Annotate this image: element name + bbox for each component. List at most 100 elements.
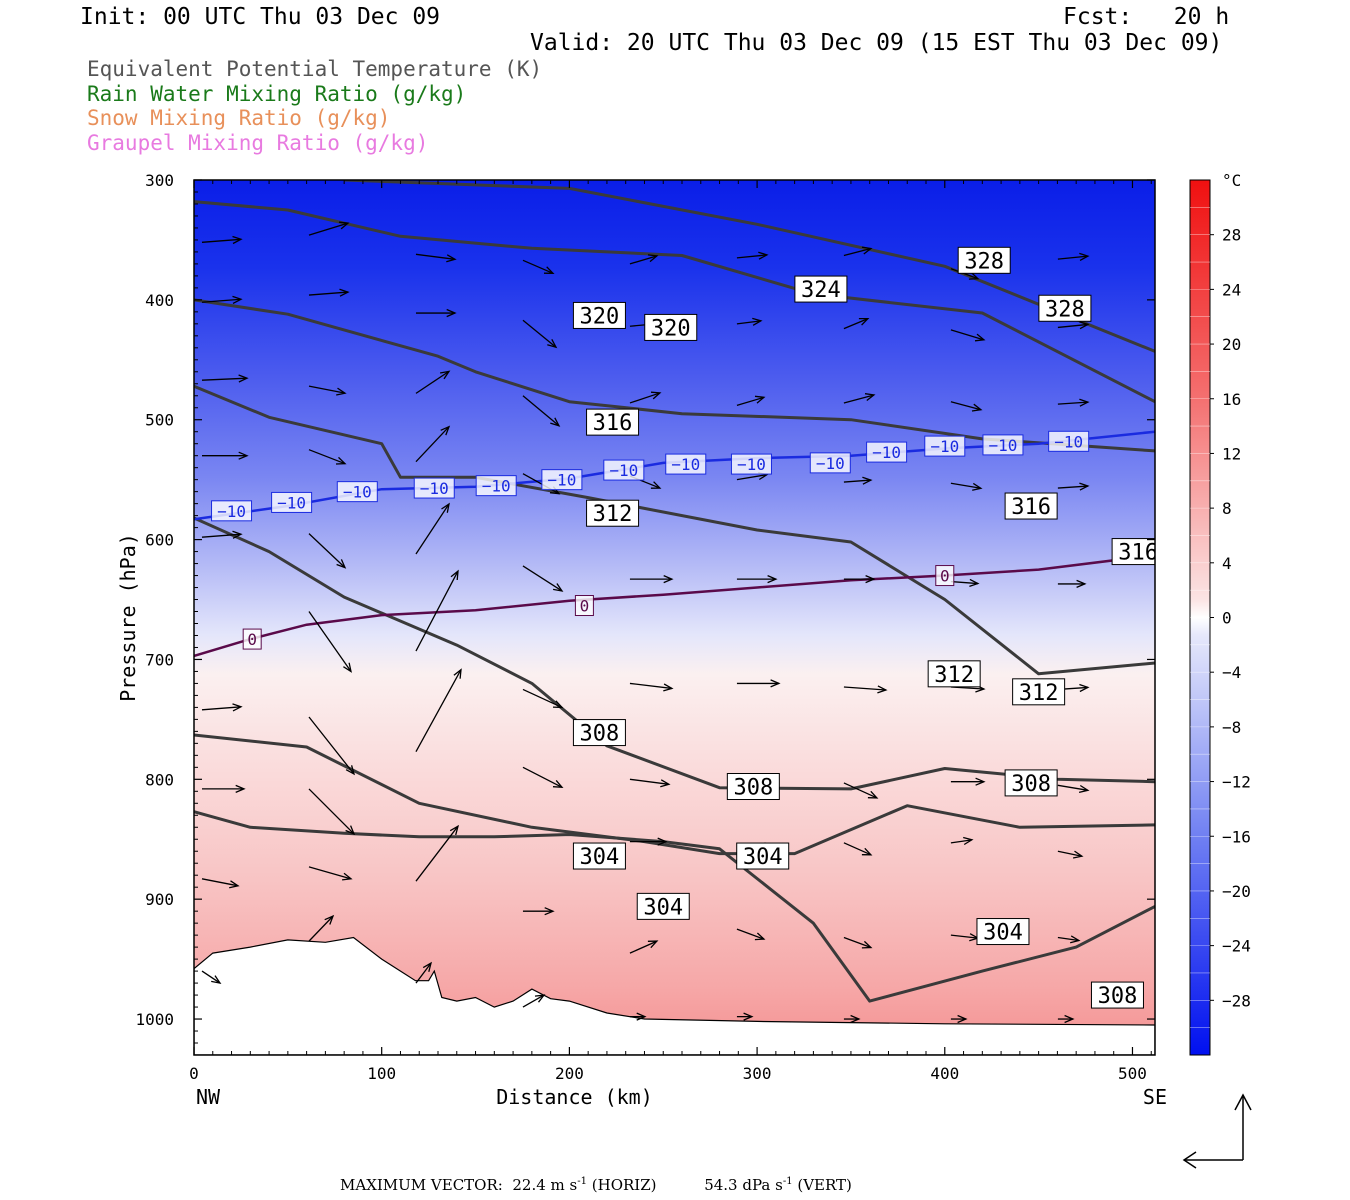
theta-e-label-text: 320 — [651, 316, 691, 341]
theta-e-label-box — [1090, 981, 1144, 1009]
wind-vector — [629, 575, 674, 584]
wind-vector-head — [440, 425, 451, 436]
wind-vector-shaft — [415, 962, 432, 984]
wind-vector-shaft — [736, 396, 765, 406]
wind-vector — [1057, 321, 1090, 330]
colorbar-tick-label: −12 — [1222, 773, 1251, 792]
theta-e-label-box — [1111, 538, 1155, 566]
x-tick-label: 400 — [930, 1064, 959, 1083]
theta-e-label: 328 — [957, 246, 1011, 274]
x-tick-label: 300 — [743, 1064, 772, 1083]
wind-vector — [1057, 398, 1090, 407]
wind-vector — [843, 936, 873, 949]
isotherm-label-box — [574, 595, 594, 617]
wind-vector — [308, 385, 347, 396]
wind-vector — [522, 994, 546, 1008]
wind-vector — [522, 319, 558, 349]
y-axis-title: Pressure (hPa) — [116, 533, 140, 702]
isotherm-label: 0 — [574, 595, 594, 617]
wind-vector-shaft — [522, 994, 545, 1008]
wind-vector — [308, 716, 356, 776]
wind-vector — [201, 878, 240, 889]
wind-vector-shaft — [308, 449, 346, 465]
wind-vector-head — [1070, 935, 1081, 944]
isotherm-label: −10 — [809, 452, 851, 474]
theta-e-label-box — [1012, 678, 1066, 706]
forecast-hour: Fcst: 20 h — [1063, 4, 1230, 30]
isotherm-label-box — [866, 441, 908, 463]
theta-e-label-box — [644, 313, 698, 341]
wind-vector — [415, 569, 459, 652]
theta-e-label: 312 — [1012, 678, 1066, 706]
wind-vector-shaft — [1057, 323, 1088, 329]
wind-vector-shaft — [201, 706, 242, 711]
wind-vector-head — [439, 370, 451, 380]
wind-vector — [308, 288, 350, 297]
wind-vector-head — [229, 880, 240, 889]
colorbar-tick-label: 28 — [1222, 226, 1241, 245]
wind-vector — [950, 482, 983, 491]
theta-e-label: 304 — [636, 892, 690, 920]
wind-vector — [308, 449, 347, 465]
wind-vector — [308, 611, 352, 673]
y-tick-label: 900 — [145, 890, 174, 909]
wind-vector-head — [552, 700, 564, 709]
isotherm-label-box — [982, 434, 1024, 456]
colorbar-tick-label: −16 — [1222, 827, 1251, 846]
wind-vector — [843, 842, 873, 856]
theta-e-label-text: 312 — [593, 502, 633, 527]
wind-vector — [522, 259, 555, 274]
wind-vector-head — [450, 569, 459, 581]
colorbar-tick-label: 20 — [1222, 335, 1241, 354]
wind-vector-head — [743, 1012, 754, 1021]
wind-vector — [201, 530, 243, 539]
colorbar-tick-label: 24 — [1222, 280, 1241, 299]
isotherm-label-box — [541, 469, 583, 491]
isotherm-label: −10 — [982, 434, 1024, 456]
wind-vector-shaft — [843, 686, 886, 691]
x-axis-title: Distance (km) — [496, 1085, 653, 1109]
wind-vector — [950, 836, 974, 846]
theta-e-label-box — [927, 660, 981, 688]
wind-vector-head — [324, 914, 335, 925]
wind-vector-shaft — [629, 392, 661, 404]
wind-vector-head — [343, 662, 352, 673]
axes: 300 400 500 600 700 800 900 1000 0 100 200 300 400 50… — [116, 171, 1167, 1109]
legend-graupel: Graupel Mixing Ratio (g/kg) — [87, 131, 429, 155]
isotherm-label: 0 — [242, 628, 262, 650]
wind-vector-head — [1079, 398, 1090, 407]
wind-vector — [308, 221, 350, 236]
isotherm-label: −10 — [271, 491, 313, 513]
theta-e-label-box — [736, 842, 790, 870]
y-tick-label: 500 — [145, 411, 174, 430]
wind-vector-head — [335, 456, 347, 465]
isotherm-label-box — [211, 500, 253, 522]
theta-e-label: 316 — [1111, 538, 1155, 566]
legend-theta-e: Equivalent Potential Temperature (K) — [87, 57, 543, 81]
theta-e-label-box — [586, 499, 640, 527]
wind-vector — [308, 533, 347, 569]
y-tick-label: 600 — [145, 531, 174, 550]
wind-vector-head — [663, 683, 674, 692]
theta-e-label-text: 312 — [934, 663, 974, 688]
theta-e-label-box — [1004, 492, 1058, 520]
wind-vector-head — [850, 1014, 861, 1024]
wind-vector — [308, 914, 335, 942]
theta-e-label-text: 312 — [1019, 681, 1059, 706]
isotherm-label-box — [242, 628, 262, 650]
legend-rain-water: Rain Water Mixing Ratio (g/kg) — [87, 82, 467, 106]
isotherm-label-text: 0 — [940, 567, 950, 586]
theta-e-label: 312 — [927, 660, 981, 688]
colorbar-tick-label: −8 — [1222, 718, 1241, 737]
wind-vector-head — [968, 272, 980, 280]
wind-vector-shaft — [522, 473, 560, 495]
wind-vector-head — [754, 932, 766, 941]
isotherm-label: −10 — [1048, 430, 1090, 452]
theta-e-label: 308 — [726, 773, 780, 801]
isotherm-label: −10 — [924, 435, 966, 457]
x-tick-label: 500 — [1118, 1064, 1147, 1083]
isotherm-label-box — [1048, 430, 1090, 452]
isotherm-label-box — [935, 565, 955, 587]
wind-vector-shaft — [201, 298, 242, 303]
horizontal-scale-arrowhead — [1182, 1151, 1197, 1169]
